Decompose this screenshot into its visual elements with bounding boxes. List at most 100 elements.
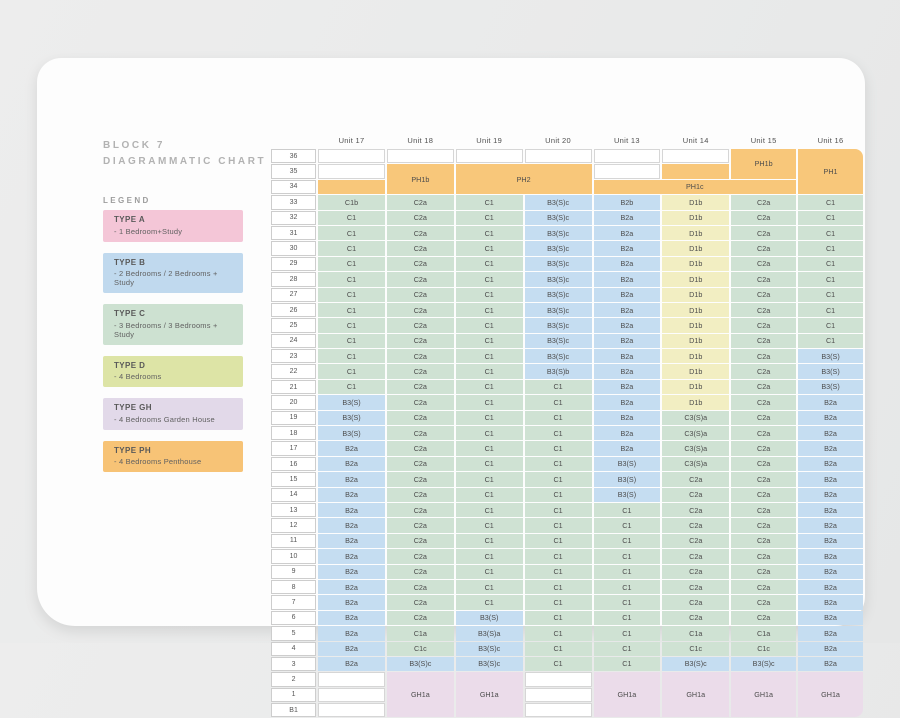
penthouse-cell: [318, 179, 385, 195]
unit-cell: C2a: [386, 318, 454, 333]
unit-cell: C2a: [662, 472, 730, 487]
unit-cell: B2a: [798, 579, 863, 595]
unit-cell: C2a: [386, 364, 454, 379]
unit-cell: C2a: [386, 395, 454, 410]
garden-house-cell: GH1a: [386, 672, 454, 718]
unit-cell: C1: [455, 549, 523, 564]
unit-cell: C1: [455, 502, 523, 518]
page-card: BLOCK 7 DIAGRAMMATIC CHART LEGEND TYPE A…: [37, 58, 865, 718]
unit-cell: C1: [455, 564, 523, 579]
unit-cell: C1: [524, 426, 592, 441]
unit-cell: C1: [318, 225, 385, 241]
unit-cell: C1: [455, 241, 523, 256]
unit-cell: C1: [524, 641, 592, 656]
unit-cell: B3(S)c: [524, 272, 592, 287]
legend-item-desc: - 4 Bedrooms Penthouse: [114, 457, 202, 466]
unit-cell: C1: [455, 379, 523, 395]
unit-cell: C1: [318, 241, 385, 256]
unit-cell: C2a: [731, 349, 797, 364]
unit-cell: C2a: [386, 487, 454, 502]
unit-cell: B2a: [593, 241, 661, 256]
unit-cell: B2a: [798, 395, 863, 410]
unit-cell: C2a: [662, 564, 730, 579]
unit-cell: D1b: [662, 379, 730, 395]
unit-cell: B3(S)c: [455, 641, 523, 656]
unit-cell: B3(S)c: [524, 210, 592, 225]
unit-cell: C1: [524, 564, 592, 579]
unit-cell: B3(S): [798, 379, 863, 395]
empty-cell: [318, 149, 385, 164]
unit-cell: C1: [593, 610, 661, 626]
floor-label: 34: [271, 179, 317, 195]
floor-label: 32: [271, 210, 317, 225]
unit-cell: B2a: [798, 518, 863, 533]
unit-cell: C2a: [386, 256, 454, 272]
unit-cell: B3(S)b: [524, 364, 592, 379]
legend-item-desc: - 4 Bedrooms: [114, 372, 162, 381]
unit-cell: C2a: [731, 610, 797, 626]
legend-item-desc: - 1 Bedroom+Study: [114, 226, 183, 236]
unit-cell: B2a: [798, 549, 863, 564]
unit-cell: B3(S)c: [524, 195, 592, 210]
unit-cell: C1: [593, 626, 661, 641]
unit-cell: C2a: [731, 272, 797, 287]
empty-cell: [524, 672, 592, 687]
unit-header: Unit 19: [476, 136, 503, 145]
unit-cell: C3(S)a: [662, 426, 730, 441]
unit-cell: C1: [318, 272, 385, 287]
unit-cell: B3(S): [593, 456, 661, 472]
floor-label: 31: [271, 225, 317, 241]
unit-cell: C2a: [386, 302, 454, 318]
empty-cell: [386, 149, 454, 164]
legend-item-title: TYPE PH: [114, 445, 152, 455]
unit-cell: B2a: [593, 349, 661, 364]
legend-item-title: TYPE GH: [114, 403, 152, 412]
unit-cell: B2a: [318, 472, 385, 487]
unit-cell: C1: [798, 318, 863, 333]
unit-cell: B2a: [318, 518, 385, 533]
unit-cell: D1b: [662, 395, 730, 410]
unit-cell: C2a: [731, 533, 797, 549]
floor-label: 27: [271, 287, 317, 302]
floor-label: 7: [271, 595, 317, 610]
floor-label: 2: [271, 672, 317, 687]
floor-label: 20: [271, 395, 317, 410]
unit-cell: B3(S)c: [524, 287, 592, 302]
unit-cell: B2a: [798, 641, 863, 656]
unit-cell: C1: [798, 302, 863, 318]
unit-cell: C1: [524, 487, 592, 502]
garden-house-cell: GH1a: [662, 672, 730, 718]
garden-house-cell: GH1a: [731, 672, 797, 718]
unit-cell: C2a: [662, 579, 730, 595]
legend-item-type-c: TYPE C - 3 Bedrooms / 3 Bedrooms + Study: [103, 304, 243, 345]
unit-header: Unit 17: [338, 136, 365, 145]
legend-item-type-a: TYPE A - 1 Bedroom+Study: [103, 210, 243, 242]
unit-cell: B2a: [798, 595, 863, 610]
unit-cell: D1b: [662, 333, 730, 349]
unit-cell: C2a: [731, 225, 797, 241]
legend-item-type-b: TYPE B - 2 Bedrooms / 2 Bedrooms + Study: [103, 252, 243, 293]
unit-cell: B3(S): [798, 364, 863, 379]
unit-cell: C1: [524, 472, 592, 487]
unit-cell: C1: [524, 533, 592, 549]
unit-cell: D1b: [662, 225, 730, 241]
unit-cell: C1: [318, 302, 385, 318]
unit-cell: B2a: [593, 272, 661, 287]
unit-cell: C1: [455, 272, 523, 287]
unit-cell: C1: [455, 256, 523, 272]
unit-cell: C1: [593, 549, 661, 564]
unit-cell: C2a: [386, 441, 454, 456]
unit-cell: C1: [455, 195, 523, 210]
unit-cell: C2a: [731, 426, 797, 441]
unit-cell: C2a: [386, 472, 454, 487]
unit-header: Unit 15: [750, 136, 777, 145]
legend-heading: LEGEND: [103, 196, 151, 205]
penthouse-cell-ph1b-left: PH1b: [386, 164, 454, 195]
floor-label: 1: [271, 687, 317, 703]
unit-cell: C1: [798, 195, 863, 210]
empty-cell: [318, 164, 385, 179]
unit-cell: B3(S)a: [455, 626, 523, 641]
floor-label: 23: [271, 349, 317, 364]
unit-cell: C1: [318, 349, 385, 364]
empty-cell: [318, 687, 385, 703]
